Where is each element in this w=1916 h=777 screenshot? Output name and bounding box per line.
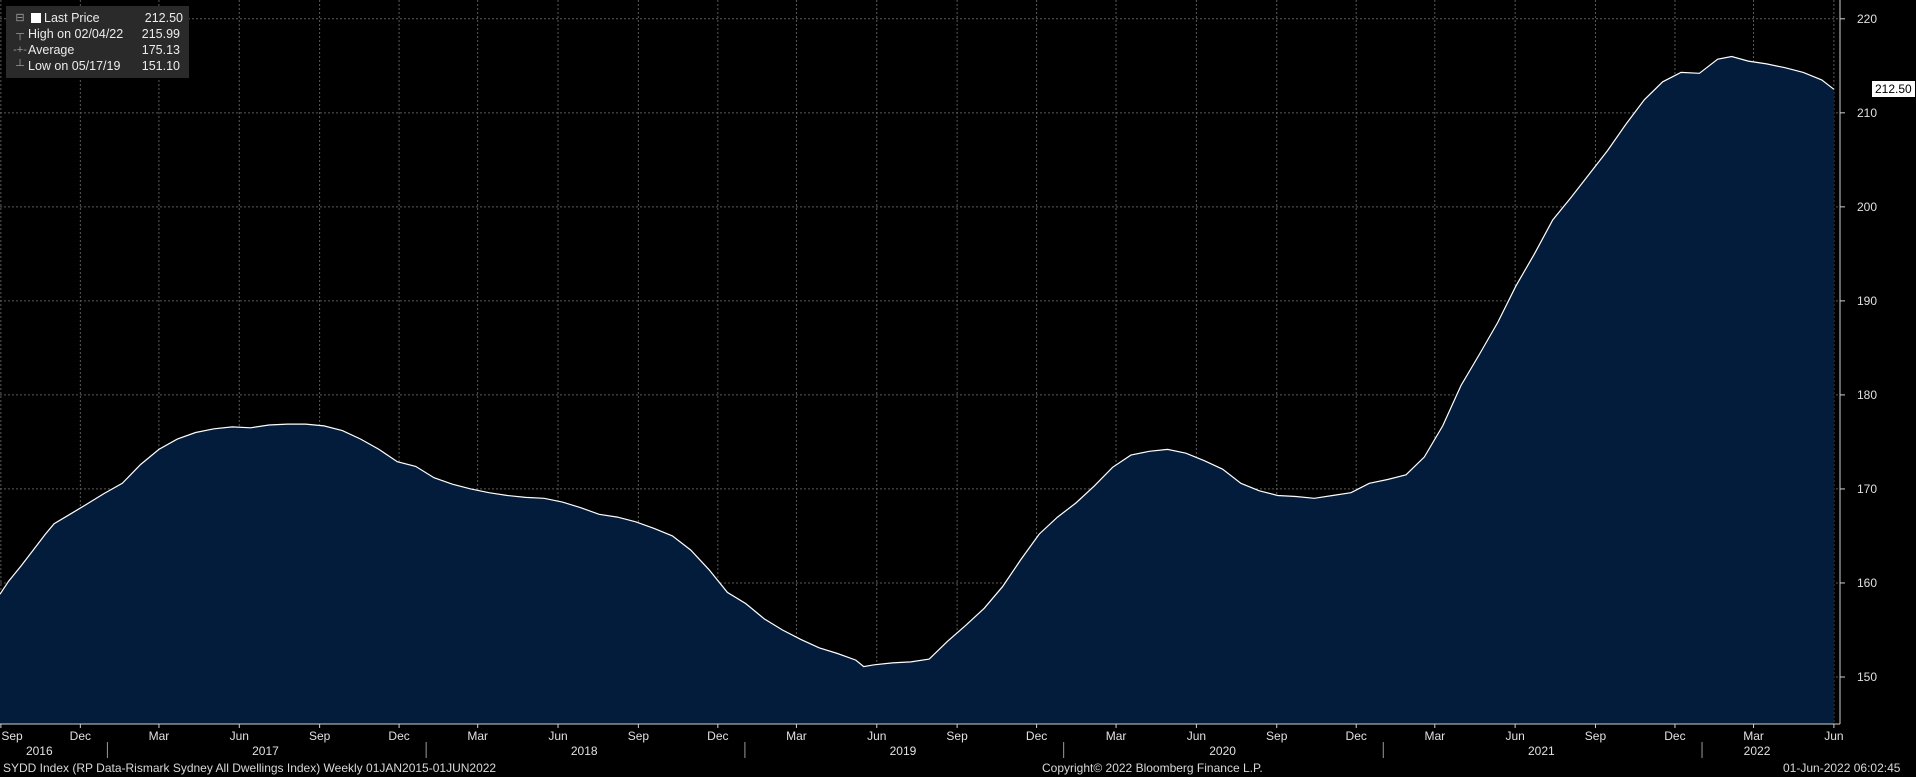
x-tick-label: Mar — [1106, 729, 1127, 743]
x-axis: Sep Dec Mar Jun Sep Dec Mar Jun Sep Dec Mar Jun Sep D… — [0, 723, 1844, 758]
legend-row-average: -+- Average 175.13 — [12, 42, 183, 58]
x-year-label: 2022 — [1744, 744, 1771, 758]
x-tick-label: Jun — [1824, 729, 1843, 743]
y-tick-label: 210 — [1857, 106, 1877, 120]
x-tick-label: Dec — [388, 729, 409, 743]
legend-value: 212.50 — [144, 11, 183, 25]
legend-value: 175.13 — [141, 43, 180, 57]
footer-timestamp: 01-Jun-2022 06:02:45 — [1783, 761, 1901, 775]
x-tick-label: Sep — [628, 729, 650, 743]
x-tick-label: Jun — [1187, 729, 1206, 743]
x-tick-label: Sep — [309, 729, 331, 743]
legend-row-last-price: ⊟ Last Price 212.50 — [12, 10, 183, 26]
legend-label: Last Price — [44, 11, 100, 25]
x-tick-label: Mar — [1424, 729, 1445, 743]
legend-value: 151.10 — [141, 59, 180, 73]
x-tick-label: Sep — [1, 729, 23, 743]
gridlines — [0, 0, 1840, 724]
y-tick-label: 160 — [1857, 576, 1877, 590]
low-marker-icon: ┴ — [16, 60, 24, 72]
x-tick-label: Dec — [1026, 729, 1047, 743]
last-price-tag: 212.50 — [1872, 81, 1915, 98]
series-swatch-icon — [31, 13, 41, 23]
legend-label: Average — [28, 43, 75, 57]
x-tick-label: Jun — [1505, 729, 1524, 743]
x-tick-label: Mar — [1743, 729, 1764, 743]
legend-label: Low on 05/17/19 — [28, 59, 121, 73]
series-area-fill — [0, 56, 1834, 724]
legend-label: High on 02/04/22 — [28, 27, 124, 41]
x-tick-label: Sep — [1266, 729, 1288, 743]
x-tick-label: Mar — [467, 729, 488, 743]
footer-copyright: Copyright© 2022 Bloomberg Finance L.P. — [1042, 761, 1263, 775]
x-year-label: 2018 — [571, 744, 598, 758]
y-tick-label: 180 — [1857, 388, 1877, 402]
high-marker-icon: ┬ — [16, 28, 24, 40]
x-year-label: 2020 — [1209, 744, 1236, 758]
expand-box-icon: ⊟ — [15, 12, 25, 24]
x-tick-label: Dec — [707, 729, 728, 743]
footer-security-description: SYDD Index (RP Data-Rismark Sydney All D… — [3, 761, 497, 775]
chart-legend: ⊟ Last Price 212.50 ┬ High on 02/04/22 2… — [6, 6, 189, 78]
x-tick-label: Sep — [1585, 729, 1607, 743]
x-year-label: 2016 — [26, 744, 53, 758]
legend-row-high: ┬ High on 02/04/22 215.99 — [12, 26, 183, 42]
x-tick-label: Jun — [867, 729, 886, 743]
x-tick-label: Mar — [149, 729, 170, 743]
y-axis: 150 160 170 180 190 200 210 220 — [1839, 0, 1877, 724]
y-tick-label: 150 — [1857, 670, 1877, 684]
x-tick-label: Dec — [1664, 729, 1685, 743]
legend-row-low: ┴ Low on 05/17/19 151.10 — [12, 58, 183, 74]
series-line-last-price — [0, 55, 1835, 668]
x-tick-label: Dec — [70, 729, 91, 743]
x-tick-label: Jun — [230, 729, 249, 743]
legend-value: 215.99 — [141, 27, 180, 41]
area-series — [0, 55, 1835, 724]
x-tick-label: Sep — [946, 729, 968, 743]
x-year-label: 2019 — [890, 744, 917, 758]
x-year-label: 2021 — [1528, 744, 1555, 758]
y-tick-label: 220 — [1857, 12, 1877, 26]
x-tick-label: Dec — [1346, 729, 1367, 743]
average-marker-icon: -+- — [13, 44, 27, 56]
x-tick-label: Mar — [786, 729, 807, 743]
y-tick-label: 170 — [1857, 482, 1877, 496]
y-tick-label: 200 — [1857, 200, 1877, 214]
y-tick-label: 190 — [1857, 294, 1877, 308]
x-tick-label: Jun — [548, 729, 567, 743]
x-year-label: 2017 — [252, 744, 279, 758]
